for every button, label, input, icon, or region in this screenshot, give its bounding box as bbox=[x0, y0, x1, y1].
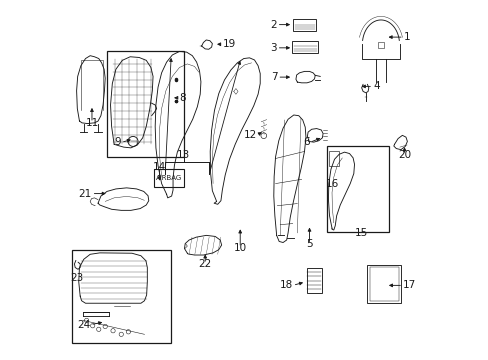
Text: 5: 5 bbox=[305, 239, 312, 249]
Text: 23: 23 bbox=[70, 273, 83, 283]
Text: 10: 10 bbox=[233, 243, 246, 253]
Text: AIRBAG: AIRBAG bbox=[156, 175, 182, 181]
Bar bbox=[326, 146, 388, 232]
Text: 6: 6 bbox=[302, 138, 309, 148]
Bar bbox=[369, 267, 398, 301]
Text: 12: 12 bbox=[243, 130, 256, 140]
Bar bbox=[72, 249, 170, 342]
Text: 15: 15 bbox=[354, 228, 367, 238]
Text: 22: 22 bbox=[198, 259, 211, 269]
Text: 19: 19 bbox=[223, 39, 236, 49]
Bar bbox=[366, 265, 400, 303]
Text: 24: 24 bbox=[77, 320, 90, 330]
Text: 1: 1 bbox=[403, 32, 409, 42]
Text: 17: 17 bbox=[402, 280, 415, 291]
Text: 20: 20 bbox=[397, 150, 410, 160]
Text: 3: 3 bbox=[269, 43, 276, 53]
Text: 11: 11 bbox=[85, 118, 99, 128]
Text: 7: 7 bbox=[270, 72, 277, 82]
Text: 14: 14 bbox=[153, 162, 166, 172]
Text: 16: 16 bbox=[325, 179, 338, 189]
Bar bbox=[107, 51, 183, 157]
Bar bbox=[328, 152, 339, 166]
Text: 21: 21 bbox=[78, 189, 91, 199]
Text: 13: 13 bbox=[177, 150, 190, 160]
Text: 4: 4 bbox=[372, 81, 379, 91]
Text: 18: 18 bbox=[279, 280, 292, 291]
Text: 2: 2 bbox=[269, 19, 276, 30]
Text: 9: 9 bbox=[114, 138, 121, 148]
Text: 8: 8 bbox=[179, 93, 185, 103]
Bar bbox=[377, 42, 383, 48]
Bar bbox=[306, 268, 321, 293]
